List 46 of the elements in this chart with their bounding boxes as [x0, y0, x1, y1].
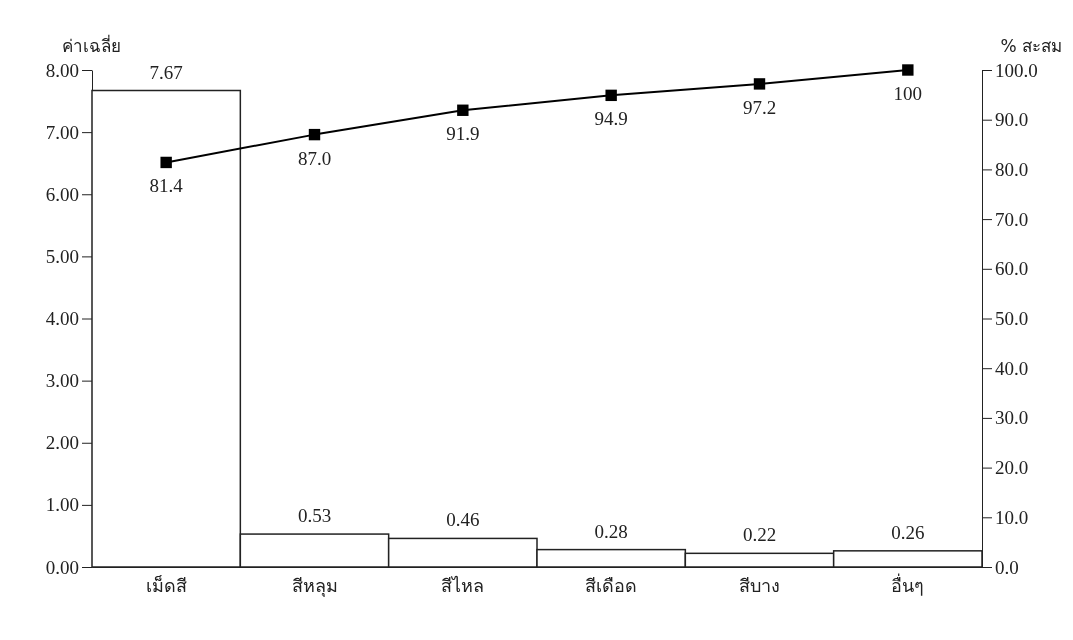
y-tick-label: 6.00	[45, 183, 79, 205]
y2-tick-label: 30.0	[995, 407, 1029, 429]
x-tick-label: อื่นๆ	[891, 572, 925, 596]
point	[308, 128, 321, 141]
data-label: 0.46	[446, 509, 480, 531]
data-label: 0.53	[297, 505, 332, 527]
y-axis-title: ค่าเฉลี่ย	[62, 34, 121, 56]
x-tick-label: สีหลุม	[291, 574, 338, 597]
y2-axis-title: % สะสม	[1000, 36, 1062, 56]
y2-tick-label: 40.0	[995, 357, 1029, 379]
data-label: 81.4	[149, 175, 184, 197]
point	[902, 64, 914, 76]
data-label: 100	[893, 83, 923, 104]
point	[605, 89, 617, 102]
data-label: 0.26	[891, 521, 925, 543]
x-tick-label: สีเดือด	[585, 574, 638, 596]
data-label: 87.0	[297, 147, 332, 169]
y-tick-label: 0.00	[45, 556, 79, 578]
data-label: 91.9	[446, 123, 480, 145]
data-label: 97.2	[742, 96, 777, 118]
y-tick-label: 1.00	[45, 494, 79, 516]
y2-tick-label: 100.0	[995, 59, 1038, 81]
x-tick-label: เม็ดสี	[145, 573, 187, 596]
y2-tick-label: 90.0	[995, 109, 1029, 131]
data-label: 0.28	[594, 520, 628, 542]
data-label: 0.22	[742, 524, 777, 546]
y2-tick-label: 80.0	[995, 158, 1029, 180]
point	[457, 104, 469, 116]
data-label: 94.9	[594, 108, 628, 130]
point	[160, 156, 172, 169]
y2-tick-label: 60.0	[995, 258, 1029, 280]
y-tick-label: 2.00	[45, 432, 79, 454]
data-label: 7.67	[149, 61, 183, 83]
y-tick-label: 4.00	[45, 308, 79, 330]
y2-tick-label: 0.0	[995, 556, 1019, 578]
y-tick-label: 7.00	[45, 121, 79, 143]
y2-tick-label: 20.0	[995, 457, 1029, 479]
y-tick-label: 8.00	[45, 59, 79, 81]
x-tick-label: สีบาง	[739, 574, 780, 596]
y2-tick-label: 50.0	[995, 308, 1029, 330]
x-tick-label: สีไหล	[441, 574, 485, 596]
point	[753, 78, 766, 90]
y-tick-label: 3.00	[45, 370, 79, 392]
y2-tick-label: 10.0	[995, 506, 1029, 528]
y-tick-label: 5.00	[45, 245, 79, 267]
y2-tick-label: 70.0	[995, 208, 1029, 230]
